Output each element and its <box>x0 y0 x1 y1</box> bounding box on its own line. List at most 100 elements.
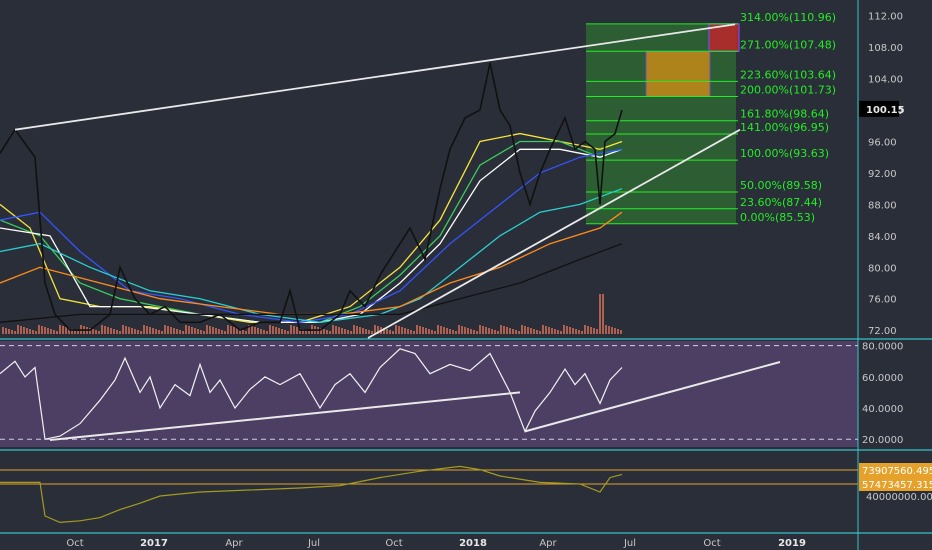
volume-bar <box>287 331 289 334</box>
last-price-label: 100.15 <box>866 105 905 116</box>
volume-bar <box>449 329 451 334</box>
volume-bar <box>551 328 553 334</box>
fib-level-label: 100.00%(93.63) <box>740 147 829 160</box>
volume-bar <box>134 329 136 334</box>
volume-bar <box>110 328 112 334</box>
price-tick-label: 112.00 <box>868 12 903 23</box>
volume-bar <box>350 331 352 334</box>
volume-bar <box>191 327 193 334</box>
x-tick-label: Oct <box>385 538 402 549</box>
obv-value-label: 57473457.3158 <box>862 480 932 491</box>
volume-bar <box>560 331 562 334</box>
volume-bar <box>98 331 100 334</box>
volume-bar <box>536 330 538 334</box>
volume-bar <box>326 330 328 334</box>
fib-level-label: 200.00%(101.73) <box>740 83 836 96</box>
volume-bar <box>257 328 259 334</box>
volume-bar <box>152 328 154 334</box>
volume-bar <box>227 325 229 334</box>
volume-bar <box>455 331 457 334</box>
volume-bar <box>170 327 172 334</box>
volume-bar <box>200 330 202 334</box>
volume-bar <box>269 325 271 334</box>
volume-bar <box>356 326 358 334</box>
volume-bar <box>35 331 37 334</box>
price-trendlines <box>14 23 741 339</box>
volume-bar <box>266 331 268 334</box>
volume-bar <box>158 330 160 334</box>
volume-bar <box>305 330 307 334</box>
volume-bar <box>164 325 166 334</box>
volume-bar <box>437 325 439 334</box>
volume-bar <box>308 331 310 334</box>
volume-bar <box>182 331 184 334</box>
volume-bar <box>422 327 424 334</box>
volume-bar <box>17 325 19 334</box>
volume-bar <box>41 326 43 334</box>
price-trendline <box>367 128 741 339</box>
volume-bar <box>344 329 346 334</box>
obv-tick-label: 40000000.0000 <box>866 492 932 503</box>
fib-level-label: 23.60%(87.44) <box>740 196 822 209</box>
volume-bar <box>281 329 283 334</box>
volume-bar <box>608 326 610 334</box>
fib-level-label: 0.00%(85.53) <box>740 211 815 224</box>
fib-level-label: 50.00%(89.58) <box>740 179 822 192</box>
rsi-trendline <box>49 391 521 441</box>
volume-bar <box>539 331 541 334</box>
moving-average-line <box>0 188 623 323</box>
volume-bar <box>503 326 505 334</box>
volume-bar <box>566 326 568 334</box>
volume-bar <box>440 326 442 334</box>
volume-bar <box>506 327 508 334</box>
volume-bar <box>137 330 139 334</box>
volume-bar <box>353 325 355 334</box>
volume-bar <box>575 329 577 334</box>
volume-bar <box>68 328 70 334</box>
volume-bar <box>479 325 481 334</box>
x-tick-label: Oct <box>703 538 720 549</box>
volume-bar <box>254 327 256 334</box>
volume-bar <box>509 328 511 334</box>
volume-bar <box>26 328 28 334</box>
volume-bar <box>530 328 532 334</box>
volume-bar <box>332 325 334 334</box>
volume-bar <box>518 331 520 334</box>
volume-bar <box>44 327 46 334</box>
volume-bar <box>410 330 412 334</box>
price-tick-label: 92.00 <box>868 169 897 180</box>
volume-bar <box>329 331 331 334</box>
volume-bar <box>173 328 175 334</box>
volume-bar <box>56 331 58 334</box>
volume-bar <box>377 326 379 334</box>
obv-label-bg <box>859 463 932 477</box>
volume-bar <box>248 325 250 334</box>
rsi-tick-label: 80.0000 <box>862 342 903 353</box>
volume-bar <box>197 329 199 334</box>
volume-bar <box>470 329 472 334</box>
volume-bar <box>302 329 304 334</box>
volume-bar <box>368 330 370 334</box>
volume-bar <box>14 331 16 334</box>
fib-extension: 314.00%(110.96) 271.00%(107.48) 223.60%(10… <box>586 11 836 225</box>
obv-series <box>0 465 858 524</box>
volume-bar <box>8 329 10 334</box>
volume-bar <box>605 325 607 334</box>
volume-bar <box>542 325 544 334</box>
volume-bar <box>179 330 181 334</box>
x-tick-label: 2019 <box>778 538 806 549</box>
volume-bar <box>155 329 157 334</box>
x-tick-label: Apr <box>225 538 243 549</box>
volume-bar <box>512 329 514 334</box>
volume-bar <box>467 328 469 334</box>
x-tick-label: Oct <box>66 538 83 549</box>
volume-bar <box>425 328 427 334</box>
volume-bar <box>491 329 493 334</box>
volume-bar <box>497 331 499 334</box>
volume-bar <box>59 325 61 334</box>
volume-bar <box>275 327 277 334</box>
volume-bar <box>38 325 40 334</box>
price-axis: 112.00108.00104.00100.0096.0092.0088.008… <box>859 12 905 337</box>
price-tick-label: 88.00 <box>868 200 897 211</box>
volume-bar <box>47 328 49 334</box>
